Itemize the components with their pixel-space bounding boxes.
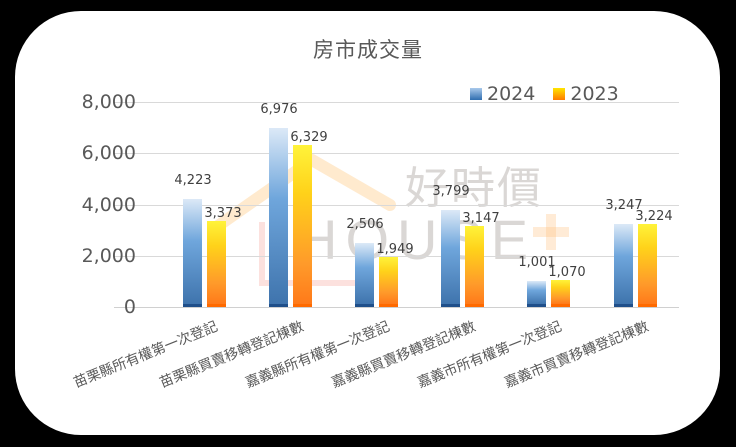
legend-item-2023[interactable]: 2023 — [553, 83, 619, 105]
y-tick-label: 6,000 — [81, 142, 136, 164]
y-tick-label: 0 — [123, 296, 136, 318]
data-label-2023: 3,147 — [462, 211, 500, 227]
legend-swatch-blue-icon — [470, 88, 482, 100]
bar-2023[interactable] — [551, 279, 570, 307]
y-tick-label: 4,000 — [81, 194, 136, 216]
legend: 2024 2023 — [470, 83, 631, 105]
bar-2024[interactable] — [269, 128, 288, 307]
data-label-2023: 1,949 — [376, 242, 414, 258]
data-label-2024: 1,001 — [518, 255, 556, 271]
legend-label: 2024 — [487, 83, 536, 105]
data-label-2024: 4,223 — [174, 172, 212, 188]
data-label-2023: 3,373 — [204, 205, 242, 221]
bar-2024[interactable] — [355, 242, 374, 307]
data-label-2024: 3,799 — [432, 183, 470, 199]
bar-2024[interactable] — [614, 223, 633, 307]
x-axis-line — [114, 307, 679, 308]
chart-title: 房市成交量 — [313, 38, 423, 62]
legend-item-2024[interactable]: 2024 — [470, 83, 535, 105]
data-label-2024: 2,506 — [346, 216, 384, 232]
bar-2023[interactable] — [465, 226, 484, 307]
chart-card — [15, 11, 720, 435]
bar-2024[interactable] — [441, 209, 460, 307]
gridline-6000 — [114, 153, 679, 154]
gridline-2000 — [114, 256, 679, 257]
bar-2023[interactable] — [207, 220, 226, 307]
bar-2024[interactable] — [183, 198, 202, 307]
data-label-2023: 6,329 — [290, 129, 328, 145]
legend-swatch-orange-icon — [553, 88, 566, 100]
y-tick-label: 2,000 — [81, 245, 136, 267]
data-label-2024: 3,247 — [605, 197, 643, 213]
bar-2023[interactable] — [293, 144, 312, 307]
gridline-4000 — [114, 205, 679, 206]
data-label-2023: 3,224 — [635, 209, 673, 225]
bar-2023[interactable] — [638, 224, 657, 307]
y-tick-label: 8,000 — [81, 91, 136, 113]
data-label-2024: 6,976 — [260, 102, 298, 118]
bar-2023[interactable] — [379, 257, 398, 307]
data-label-2023: 1,070 — [548, 264, 586, 280]
gridline-8000 — [114, 102, 679, 103]
legend-label: 2023 — [570, 83, 619, 105]
bar-2024[interactable] — [527, 281, 546, 307]
